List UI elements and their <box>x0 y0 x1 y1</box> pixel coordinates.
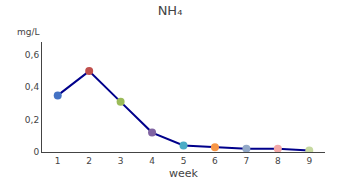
svg-text:5: 5 <box>181 156 187 166</box>
svg-text:7: 7 <box>244 156 250 166</box>
svg-text:0,2: 0,2 <box>25 115 39 125</box>
svg-text:0,4: 0,4 <box>25 82 40 92</box>
svg-text:mg/L: mg/L <box>17 27 40 37</box>
svg-text:3: 3 <box>118 156 124 166</box>
svg-text:week: week <box>169 167 199 180</box>
svg-text:NH₄: NH₄ <box>158 3 183 18</box>
svg-text:2: 2 <box>86 156 92 166</box>
svg-text:1: 1 <box>55 156 61 166</box>
svg-text:9: 9 <box>306 156 312 166</box>
svg-text:8: 8 <box>275 156 281 166</box>
svg-text:0: 0 <box>33 147 39 157</box>
svg-text:4: 4 <box>149 156 155 166</box>
svg-text:6: 6 <box>212 156 218 166</box>
svg-text:0,6: 0,6 <box>25 50 40 60</box>
